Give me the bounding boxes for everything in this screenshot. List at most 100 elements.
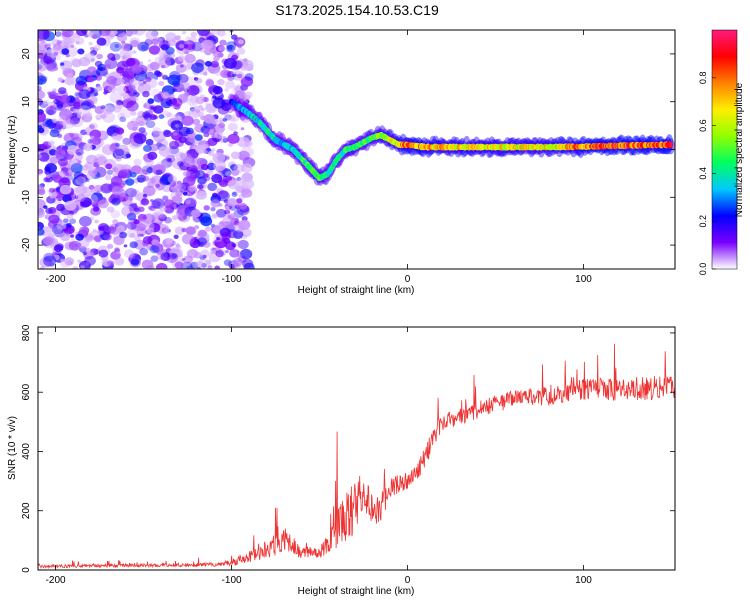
spectrogram-noise-cell <box>227 122 238 132</box>
spectrogram-noise-cell <box>156 262 168 269</box>
spectrogram-noise-cell <box>186 95 200 107</box>
spectrogram-noise-cell <box>156 250 168 261</box>
spectrogram-noise-cell <box>186 265 194 269</box>
spectrogram-noise-cell <box>105 174 112 181</box>
spectrogram-noise-cell <box>63 167 74 177</box>
spectrogram-noise-cell <box>82 251 88 256</box>
spectrogram-noise-cell <box>197 229 207 238</box>
spectrogram-noise-cell <box>137 233 142 237</box>
spectrogram-noise-cell <box>182 156 196 167</box>
spectrogram-noise-cell <box>47 140 55 146</box>
spectrogram-noise-cell <box>201 163 209 171</box>
spectrogram-noise-cell <box>183 170 191 177</box>
spectrogram-noise-cell <box>214 265 220 269</box>
spectrogram-noise-cell <box>140 198 150 206</box>
spectrogram-noise-cell <box>165 32 177 42</box>
spectrogram-noise-cell <box>75 37 85 45</box>
spectrogram-noise-cell <box>235 198 243 204</box>
spectrogram-noise-cell <box>158 114 165 119</box>
spectrogram-noise-cell <box>106 126 120 137</box>
spectrogram-noise-cell <box>169 140 180 150</box>
spectrogram-noise-cell <box>85 154 98 165</box>
spectrogram-noise-cell <box>224 206 230 211</box>
spectrogram-noise-cell <box>163 199 175 209</box>
spectrogram-noise-cell <box>115 99 123 106</box>
spectrogram-noise-cell <box>52 88 57 93</box>
spectrogram-marks <box>38 30 675 269</box>
spectrogram-noise-cell <box>116 85 127 94</box>
spectrogram-noise-cell <box>78 89 91 100</box>
spectrogram-noise-cell <box>240 84 249 91</box>
spectrogram-noise-cell <box>155 169 163 175</box>
spectrogram-noise-cell <box>140 233 144 237</box>
spectrogram-noise-cell <box>227 133 240 144</box>
spectrogram-noise-cell <box>218 190 229 200</box>
spectrogram-noise-cell <box>185 226 196 235</box>
x-tick-label: 100 <box>575 575 592 586</box>
spectrogram-noise-cell <box>184 259 189 263</box>
spectrogram-noise-cell <box>43 225 52 232</box>
spectrogram-noise-cell <box>175 63 187 73</box>
spectrogram-noise-cell <box>212 123 225 134</box>
spectrogram-noise-cell <box>74 136 82 143</box>
spectrogram-noise-cell <box>205 79 215 87</box>
spectrogram-noise-cell <box>79 216 92 227</box>
spectrogram-noise-cell <box>132 50 137 54</box>
spectrogram-noise-cell <box>110 30 118 36</box>
spectrogram-noise-cell <box>142 193 148 198</box>
x-tick-label: -100 <box>222 575 242 586</box>
spectrogram-noise-cell <box>38 85 42 92</box>
spectrogram-noise-cell <box>175 151 186 161</box>
colorbar: 0.0 0.2 0.4 0.6 0.8 Normalized spectral ampl… <box>698 29 745 275</box>
spectrogram-noise-cell <box>241 81 248 87</box>
spectrogram-noise-cell <box>172 113 181 121</box>
spectrogram-noise-cell <box>218 120 223 124</box>
spectrogram-noise-cell <box>49 121 55 126</box>
spectrogram-noise-cell <box>147 151 158 160</box>
y-tick-label: 20 <box>21 48 32 60</box>
spectrogram-noise-cell <box>205 259 212 265</box>
spectrogram-noise-cell <box>185 127 194 135</box>
spectrogram-noise-cell <box>75 233 84 241</box>
spectrogram-noise-cell <box>161 91 170 99</box>
y-tick-label: 0 <box>21 146 32 152</box>
spectrogram-noise-cell <box>56 203 66 212</box>
spectrogram-noise-cell <box>156 142 163 148</box>
spectrogram-noise-cell <box>126 100 139 112</box>
spectrogram-noise-cell <box>38 61 48 72</box>
spectrogram-noise-cell <box>62 155 72 164</box>
spectrogram-noise-cell <box>125 194 134 202</box>
y-tick-label: 400 <box>21 443 32 460</box>
spectrogram-noise-cell <box>139 248 149 256</box>
spectrogram-noise-cell <box>179 44 185 49</box>
snr-series-line <box>38 343 675 570</box>
spectrogram-noise-cell <box>69 218 76 224</box>
spectrogram-y-ticks: -20 -10 0 10 20 <box>21 48 675 252</box>
spectrogram-noise-cell <box>148 177 156 184</box>
spectrogram-noise-cell <box>182 191 188 196</box>
spectrogram-noise-cell <box>216 249 227 257</box>
spectrogram-noise-cell <box>175 243 180 248</box>
spectrogram-noise-cell <box>225 241 236 251</box>
spectrogram-noise-cell <box>207 182 218 192</box>
spectrogram-noise-cell <box>225 80 235 89</box>
spectrogram-noise-cell <box>168 253 177 260</box>
spectrogram-noise-cell <box>96 53 103 60</box>
y-tick-label: 0 <box>21 567 32 573</box>
spectrogram-noise-cell <box>90 46 95 51</box>
spectrogram-noise-cell <box>177 55 186 62</box>
spectrogram-noise-cell <box>127 88 138 97</box>
spectrogram-x-ticks: -200 -100 0 100 <box>46 30 592 285</box>
spectrogram-noise-cell <box>43 252 55 262</box>
spectrogram-noise-cell <box>127 120 139 131</box>
spectrogram-noise-cell <box>223 259 232 267</box>
spectrogram-noise-cell <box>231 46 237 51</box>
spectrogram-noise-cell <box>114 155 122 162</box>
y-tick-label: 10 <box>21 96 32 108</box>
spectrogram-noise-cell <box>216 237 221 241</box>
spectrogram-noise-cell <box>140 44 148 51</box>
spectrogram-noise-cell <box>226 45 236 53</box>
colorbar-tick-label: 0.8 <box>698 72 708 85</box>
spectrogram-noise-cell <box>65 53 70 58</box>
